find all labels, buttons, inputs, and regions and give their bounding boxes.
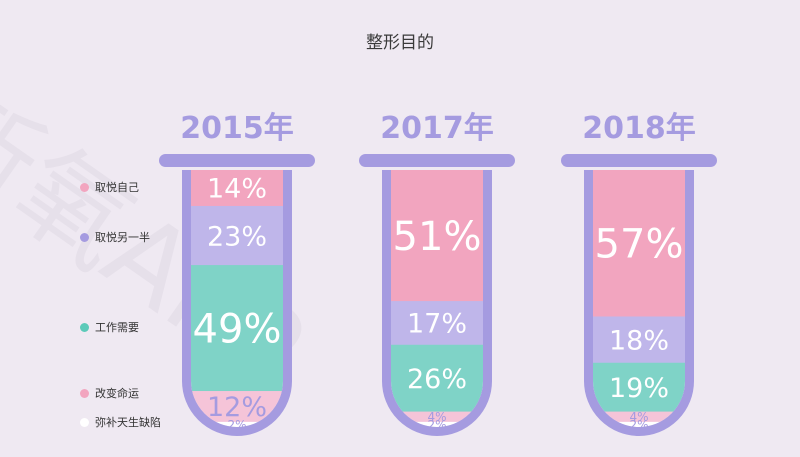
data-label: 2%: [227, 418, 246, 432]
tube-outline: [382, 170, 492, 436]
segment-4: [593, 411, 685, 423]
year-label: 2017年: [380, 111, 494, 146]
tube-outline: [182, 170, 292, 436]
data-label: 57%: [595, 222, 684, 268]
legend-swatch: [80, 323, 89, 332]
segment-5: [191, 421, 283, 427]
legend-item-work: 工作需要: [80, 320, 139, 336]
legend-label: 改变命运: [95, 387, 139, 400]
tube-rim: [359, 154, 515, 167]
tube-contents: [191, 170, 283, 427]
legend-swatch: [80, 233, 89, 242]
data-label: 19%: [609, 373, 669, 404]
data-label: 2%: [427, 418, 446, 432]
segment-5: [391, 421, 483, 427]
data-label: 17%: [407, 309, 467, 340]
segment-3: [391, 344, 483, 413]
legend-swatch: [80, 389, 89, 398]
data-label: 23%: [207, 221, 267, 252]
data-label: 51%: [393, 214, 482, 260]
segment-1: [593, 170, 685, 317]
tube-2018年: 2018年 57% 18% 19% 4%2%: [561, 111, 717, 436]
tube-rim: [561, 154, 717, 167]
year-label: 2018年: [582, 111, 696, 146]
data-label: 49%: [193, 306, 282, 352]
data-label: 18%: [609, 325, 669, 356]
legend-label: 工作需要: [95, 321, 139, 334]
tube-outline: [584, 170, 694, 436]
segment-3: [593, 362, 685, 413]
data-label: 26%: [407, 364, 467, 395]
legend-label: 取悦自己: [95, 181, 139, 194]
legend-swatch: [80, 183, 89, 192]
segment-2: [391, 301, 483, 346]
chart-title: 整形目的: [366, 33, 434, 53]
legend-label: 取悦另一半: [95, 231, 150, 244]
legend-item-partner: 取悦另一半: [80, 230, 150, 246]
data-label: 2%: [629, 418, 648, 432]
data-label: 4%: [427, 410, 446, 424]
data-label: 4%: [629, 410, 648, 424]
data-label: 12%: [207, 392, 267, 423]
tube-contents: [593, 170, 685, 427]
tube-contents: [391, 170, 483, 427]
legend-swatch: [80, 418, 89, 427]
year-label: 2015年: [180, 111, 294, 146]
segment-3: [191, 265, 283, 392]
legend-label: 弥补天生缺陷: [95, 416, 161, 429]
segment-4: [391, 411, 483, 423]
tube-2015年: 2015年 14% 23% 49% 12%2%: [159, 111, 315, 436]
legend-item-defect: 弥补天生缺陷: [80, 415, 161, 431]
segment-1: [191, 170, 283, 207]
segment-5: [593, 421, 685, 427]
legend-item-fate: 改变命运: [80, 386, 139, 402]
tube-2017年: 2017年 51% 17% 26% 4%2%: [359, 111, 515, 436]
legend-item-self: 取悦自己: [80, 180, 139, 196]
data-label: 14%: [207, 174, 267, 205]
tube-rim: [159, 154, 315, 167]
segment-1: [391, 170, 483, 302]
segment-2: [191, 205, 283, 266]
segment-2: [593, 316, 685, 364]
